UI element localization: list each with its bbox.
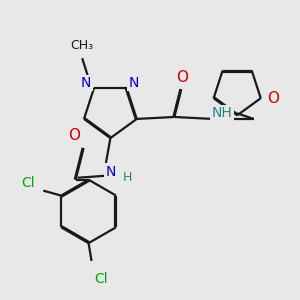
Text: N: N <box>81 76 91 90</box>
Text: N: N <box>128 76 139 90</box>
Text: CH₃: CH₃ <box>70 39 94 52</box>
Text: Cl: Cl <box>22 176 35 190</box>
Text: O: O <box>268 91 280 106</box>
Text: Cl: Cl <box>94 272 108 286</box>
Text: N: N <box>105 165 116 179</box>
Text: O: O <box>176 70 188 85</box>
Text: H: H <box>122 171 132 184</box>
Text: O: O <box>68 128 80 142</box>
Text: NH: NH <box>212 106 232 120</box>
